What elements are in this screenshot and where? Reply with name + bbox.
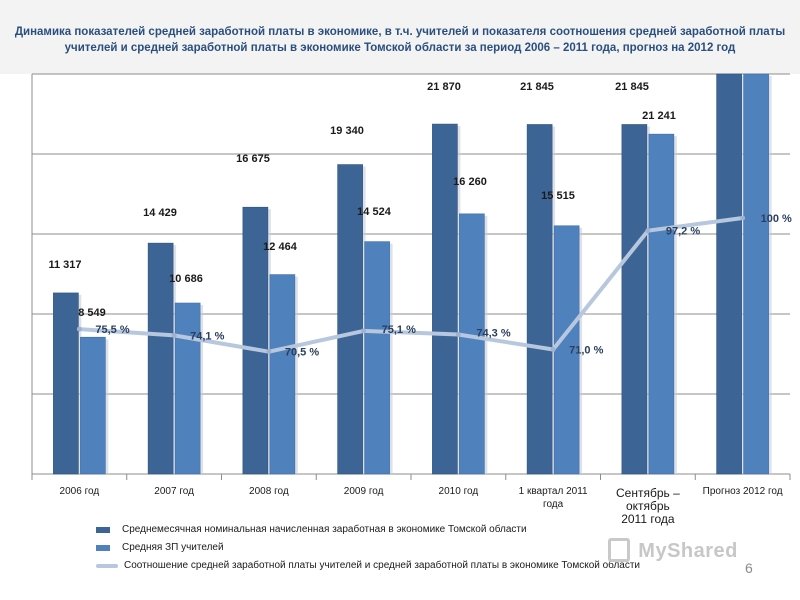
- bar-label-economy: 21 870: [427, 81, 461, 93]
- ratio-point: [455, 332, 461, 338]
- bar-economy: [53, 292, 79, 475]
- x-tick-label: 1 квартал 2011: [519, 486, 588, 497]
- ratio-point: [361, 328, 367, 334]
- x-tick-label: года: [543, 499, 564, 510]
- legend-item-economy: Среднемесячная номинальная начисленная з…: [96, 522, 716, 537]
- bar-label-teachers: 16 260: [453, 176, 487, 188]
- bar-teachers: [743, 73, 769, 475]
- ratio-point: [171, 332, 177, 338]
- bar-label-teachers: 15 515: [541, 190, 575, 202]
- watermark-logo-icon: [608, 538, 630, 562]
- bar-teachers: [269, 274, 296, 475]
- bar-economy: [337, 164, 363, 475]
- ratio-label: 97,2 %: [666, 226, 700, 238]
- x-tick-label: Прогноз 2012 год: [703, 486, 783, 497]
- bar-label-economy: 16 675: [236, 153, 270, 165]
- bar-economy: [432, 123, 458, 475]
- x-tick-label: 2010 год: [439, 486, 479, 497]
- legend-label-ratio: Соотношение средней заработной платы учи…: [124, 560, 641, 571]
- bar-label-economy: 21 845: [615, 81, 649, 93]
- chart-title: Динамика показателей средней заработной …: [14, 26, 786, 54]
- ratio-label: 75,1 %: [382, 324, 416, 336]
- bar-economy: [716, 73, 742, 475]
- ratio-point: [645, 228, 651, 234]
- bar-label-teachers: 8 549: [78, 307, 106, 319]
- x-tick-label: октябрь: [626, 499, 670, 513]
- ratio-line: [79, 216, 743, 354]
- legend-item-teachers: Средняя ЗП учителей: [96, 540, 716, 555]
- ratio-label: 74,3 %: [476, 328, 510, 340]
- bar-economy: [526, 124, 553, 475]
- legend: Среднемесячная номинальная начисленная з…: [96, 522, 716, 576]
- bar-economy: [621, 124, 648, 475]
- bar-teachers: [459, 213, 485, 475]
- page-number: 6: [745, 560, 753, 576]
- legend-item-ratio: Соотношение средней заработной платы учи…: [96, 558, 716, 573]
- bar-label-economy: 21 845: [520, 81, 554, 93]
- ratio-label: 70,5 %: [285, 347, 319, 359]
- x-tick-label: 2008 год: [249, 486, 289, 497]
- x-tick-label: Сентябрь –: [616, 486, 680, 500]
- ratio-label: 100 %: [761, 213, 792, 225]
- watermark-text: MyShared: [638, 540, 738, 562]
- x-tick-label: 2007 год: [154, 486, 194, 497]
- bar-label-economy: 19 340: [330, 125, 364, 137]
- bar-label-teachers: 21 241: [642, 110, 676, 122]
- legend-label-economy: Среднемесячная номинальная начисленная з…: [122, 524, 527, 535]
- ratio-point: [740, 215, 746, 221]
- bar-economy: [242, 206, 269, 475]
- bar-teachers: [174, 302, 201, 475]
- ratio-label: 74,1 %: [190, 330, 224, 342]
- bar-label-economy: 11 317: [48, 259, 81, 271]
- ratio-label: 71,0 %: [569, 344, 603, 356]
- ratio-point: [550, 346, 556, 352]
- bar-teachers: [80, 336, 106, 475]
- legend-label-teachers: Средняя ЗП учителей: [122, 542, 224, 553]
- x-tick-label: 2006 год: [60, 486, 100, 497]
- bar-label-economy: 14 429: [143, 207, 177, 219]
- title-bar: [0, 0, 800, 74]
- ratio-point: [266, 349, 272, 355]
- bar-teachers: [553, 225, 580, 475]
- x-tick-label: 2011 года: [621, 512, 675, 526]
- bar-teachers: [364, 241, 390, 475]
- bar-economy: [147, 242, 174, 475]
- ratio-point: [76, 326, 82, 332]
- x-tick-label: 2009 год: [344, 486, 384, 497]
- legend-swatch-ratio: [96, 563, 118, 568]
- bar-teachers: [648, 133, 675, 475]
- bar-label-teachers: 14 524: [357, 206, 392, 218]
- bar-label-teachers: 12 464: [263, 241, 298, 253]
- ratio-label: 75,5 %: [95, 324, 129, 336]
- bar-label-teachers: 10 686: [169, 273, 203, 285]
- legend-swatch-teachers: [96, 544, 110, 551]
- watermark: MyShared: [608, 540, 738, 563]
- legend-swatch-economy: [96, 526, 110, 533]
